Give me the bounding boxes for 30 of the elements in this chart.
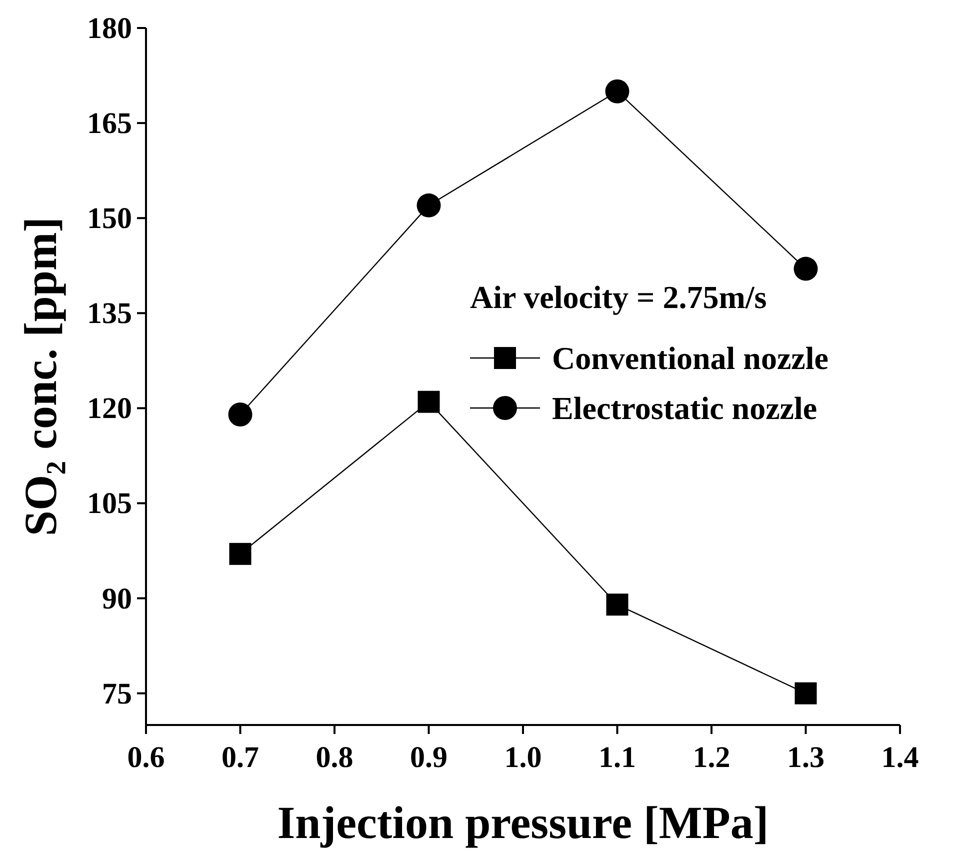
- y-tick-label: 105: [87, 487, 132, 520]
- point: [605, 79, 630, 104]
- x-tick-label: 0.7: [222, 741, 259, 774]
- legend-title: Air velocity = 2.75m/s: [470, 279, 767, 315]
- x-axis-title: Injection pressure [MPa]: [277, 797, 769, 848]
- x-tick-label: 0.8: [316, 741, 354, 774]
- y-tick-label: 165: [87, 107, 132, 140]
- legend-label: Conventional nozzle: [552, 340, 828, 376]
- point: [606, 594, 628, 616]
- y-tick-label: 150: [87, 202, 132, 236]
- x-tick-label: 0.9: [410, 741, 448, 774]
- point: [228, 402, 252, 427]
- point: [794, 682, 817, 704]
- legend-label: Electrostatic nozzle: [552, 390, 818, 426]
- y-tick-label: 75: [102, 677, 132, 710]
- x-tick-label: 1.4: [881, 741, 919, 774]
- x-tick-label: 0.6: [127, 741, 165, 774]
- x-tick-label: 1.3: [787, 741, 824, 774]
- point: [416, 193, 441, 218]
- x-tick-label: 1.2: [692, 741, 730, 774]
- point: [794, 256, 818, 281]
- point: [229, 542, 252, 565]
- y-tick-label: 120: [87, 392, 132, 426]
- y-axis-title: SO₂ conc. [ppm]: [15, 216, 66, 536]
- y-tick-label: 90: [102, 582, 132, 616]
- y-tick-label: 180: [87, 12, 132, 45]
- point: [418, 390, 440, 413]
- y-tick-label: 135: [87, 297, 132, 330]
- x-tick-label: 1.0: [504, 741, 542, 774]
- x-tick-label: 1.1: [598, 741, 636, 774]
